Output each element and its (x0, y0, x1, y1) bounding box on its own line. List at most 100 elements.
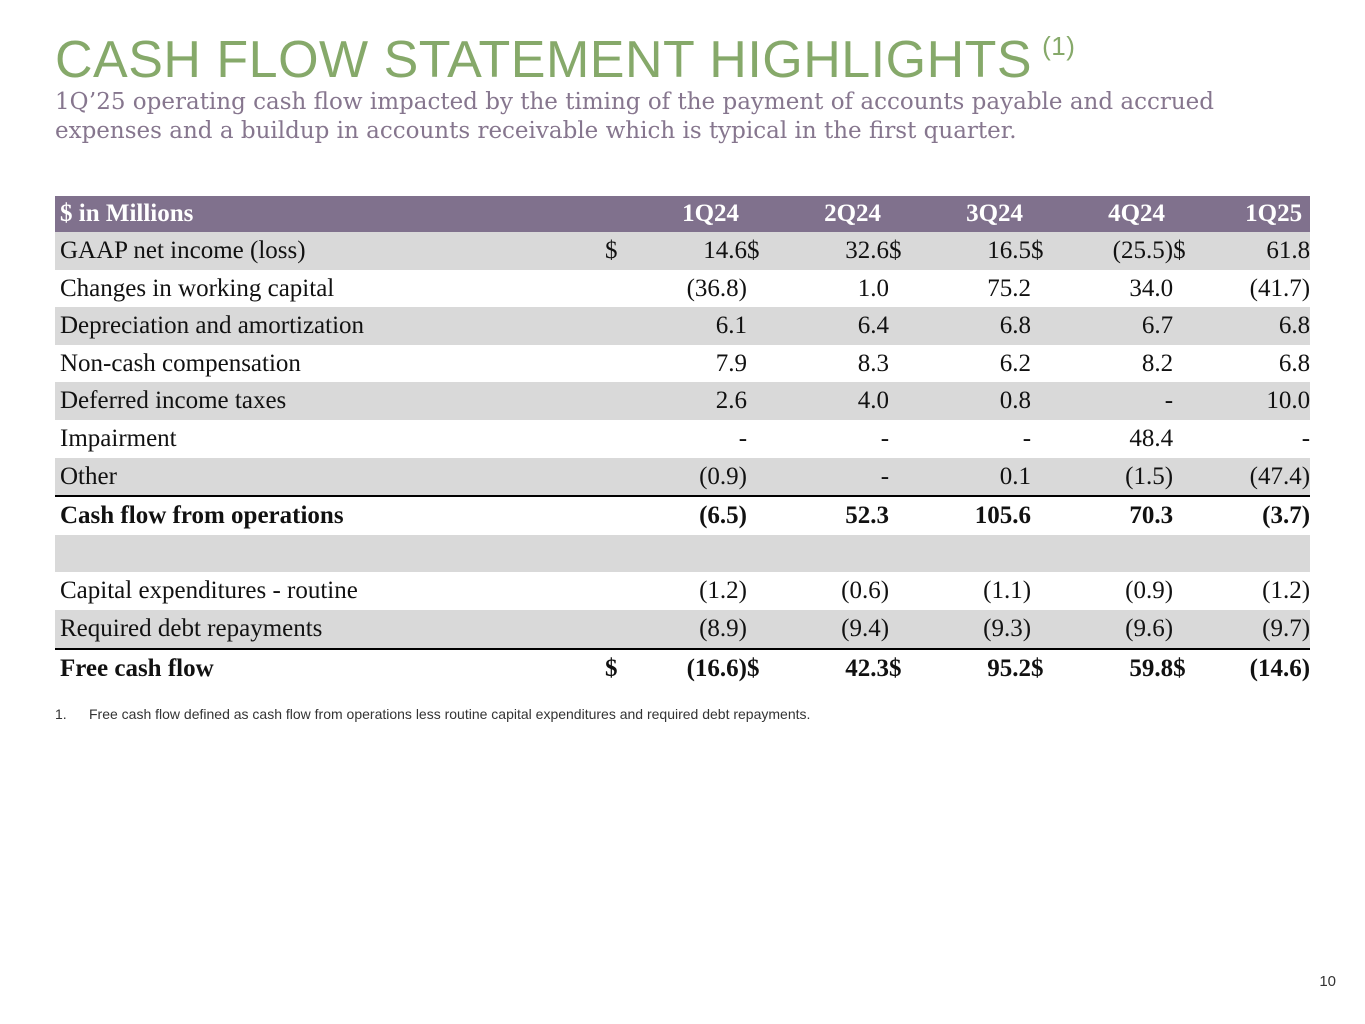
currency-symbol: $ (747, 232, 778, 270)
table-cell: 6.2 (999, 349, 1032, 377)
row-label: Capital expenditures - routine (60, 577, 358, 605)
table-cell: - (880, 424, 890, 452)
table-cell: 61.8 (1203, 232, 1311, 270)
table-cell: 42.3 (777, 647, 890, 688)
header-label: $ in Millions (55, 196, 605, 232)
table-row-impairment: Impairment - - - 48.4 - (55, 420, 1310, 458)
table-row-depreciation-amortization: Depreciation and amortization 6.1 6.4 6.… (55, 307, 1311, 345)
table-cell: 14.6 (635, 232, 748, 270)
table-cell: 6.8 (1203, 307, 1311, 345)
row-label: Non-cash compensation (60, 349, 301, 377)
table-row-deferred-income-taxes: Deferred income taxes 2.6 4.0 0.8 - 10.0 (55, 382, 1311, 420)
column-header-1q24: 1Q24 (605, 196, 748, 232)
page-title: CASH FLOW STATEMENT HIGHLIGHTS (1) (55, 30, 1075, 90)
table-cell: (6.5) (635, 495, 748, 535)
footnote: 1. Free cash flow defined as cash flow fr… (55, 706, 810, 722)
table-spacer-row (55, 534, 1311, 573)
table-header-row: $ in Millions 1Q24 2Q24 3Q24 4Q24 1Q25 (55, 196, 1311, 232)
table-cell: 59.8 (1061, 647, 1174, 688)
footnote-text: Free cash flow defined as cash flow from… (89, 706, 811, 722)
table-cell: 10.0 (1203, 382, 1311, 420)
table-cell: 32.6 (777, 232, 890, 270)
title-footnote-marker: (1) (1042, 30, 1076, 61)
table-cell: 6.1 (635, 307, 748, 345)
row-label: Changes in working capital (60, 274, 335, 302)
table-row-gaap-net-income: GAAP net income (loss) $ 14.6 $ 32.6 $ 1… (55, 232, 1311, 270)
column-header-1q25: 1Q25 (1173, 196, 1311, 232)
currency-symbol: $ (889, 232, 920, 270)
currency-symbol: $ (747, 647, 778, 688)
row-label: Required debt repayments (55, 609, 605, 649)
table-cell: (0.9) (1125, 577, 1174, 605)
table-cell: 95.2 (919, 647, 1032, 688)
currency-symbol: $ (1031, 647, 1062, 688)
table-cell: 16.5 (919, 232, 1032, 270)
table-cell: - (1061, 382, 1174, 420)
footnote-number: 1. (55, 706, 67, 722)
table-cell: 6.7 (1061, 307, 1174, 345)
table-cell: (8.9) (635, 609, 748, 649)
table-row-cash-flow-operations: Cash flow from operations (6.5) 52.3 105… (55, 495, 1311, 535)
table-cell: 1.0 (857, 274, 890, 302)
title-text: CASH FLOW STATEMENT HIGHLIGHTS (55, 31, 1033, 89)
column-header-3q24: 3Q24 (889, 196, 1032, 232)
table-cell: 8.3 (857, 349, 890, 377)
table-cell: 0.8 (919, 382, 1032, 420)
cash-flow-table: $ in Millions 1Q24 2Q24 3Q24 4Q24 1Q25 G… (55, 196, 1311, 688)
row-label: Other (55, 457, 605, 497)
table-cell: - (777, 457, 890, 497)
currency-symbol: $ (605, 647, 635, 688)
table-cell: - (1301, 424, 1311, 452)
currency-symbol: $ (1173, 232, 1204, 270)
row-label: Free cash flow (55, 647, 605, 688)
row-label: Cash flow from operations (55, 495, 605, 535)
table-row-changes-working-capital: Changes in working capital (36.8) 1.0 75… (55, 270, 1310, 308)
currency-symbol: $ (605, 232, 635, 270)
row-label: GAAP net income (loss) (55, 232, 605, 270)
table-cell: (1.2) (699, 577, 748, 605)
table-cell: 2.6 (635, 382, 748, 420)
table-cell: (9.4) (777, 609, 890, 649)
table-cell: 8.2 (1141, 349, 1174, 377)
page-number: 10 (1319, 973, 1336, 990)
table-row-free-cash-flow: Free cash flow $ (16.6) $ 42.3 $ 95.2 $ … (55, 647, 1311, 688)
table-cell: (0.6) (841, 577, 890, 605)
page-subtitle: 1Q’25 operating cash flow impacted by th… (55, 89, 1214, 144)
currency-symbol: $ (889, 647, 920, 688)
row-label: Deferred income taxes (55, 382, 605, 420)
table-cell: (0.9) (635, 457, 748, 497)
table-row-capital-expenditures: Capital expenditures - routine (1.2) (0.… (55, 572, 1310, 610)
table-cell: 4.0 (777, 382, 890, 420)
currency-symbol: $ (1031, 232, 1062, 270)
table-cell: (9.7) (1203, 609, 1311, 649)
currency-symbol: $ (1173, 647, 1204, 688)
table-cell: (1.2) (1262, 577, 1311, 605)
table-cell: (9.6) (1061, 609, 1174, 649)
column-header-2q24: 2Q24 (747, 196, 890, 232)
table-cell: (25.5) (1061, 232, 1174, 270)
table-cell: (47.4) (1203, 457, 1311, 497)
row-label: Impairment (60, 424, 177, 452)
column-header-4q24: 4Q24 (1031, 196, 1174, 232)
table-cell: (14.6) (1203, 647, 1311, 688)
table-cell: (16.6) (635, 647, 748, 688)
table-cell: (36.8) (686, 274, 748, 302)
table-cell: 48.4 (1129, 424, 1174, 452)
table-cell: 6.4 (777, 307, 890, 345)
table-cell: 34.0 (1129, 274, 1174, 302)
row-label: Depreciation and amortization (55, 307, 605, 345)
table-row-non-cash-compensation: Non-cash compensation 7.9 8.3 6.2 8.2 6.… (55, 345, 1310, 383)
table-cell: 70.3 (1061, 495, 1174, 535)
table-cell: 0.1 (919, 457, 1032, 497)
table-cell: 7.9 (715, 349, 748, 377)
table-row-other: Other (0.9) - 0.1 (1.5) (47.4) (55, 457, 1311, 497)
table-cell: 6.8 (919, 307, 1032, 345)
table-cell: (41.7) (1249, 274, 1311, 302)
table-cell: 52.3 (777, 495, 890, 535)
table-cell: 75.2 (987, 274, 1032, 302)
table-cell: 6.8 (1278, 349, 1311, 377)
table-cell: (1.5) (1061, 457, 1174, 497)
table-cell: 105.6 (919, 495, 1032, 535)
table-cell: (9.3) (919, 609, 1032, 649)
table-cell: - (1022, 424, 1032, 452)
